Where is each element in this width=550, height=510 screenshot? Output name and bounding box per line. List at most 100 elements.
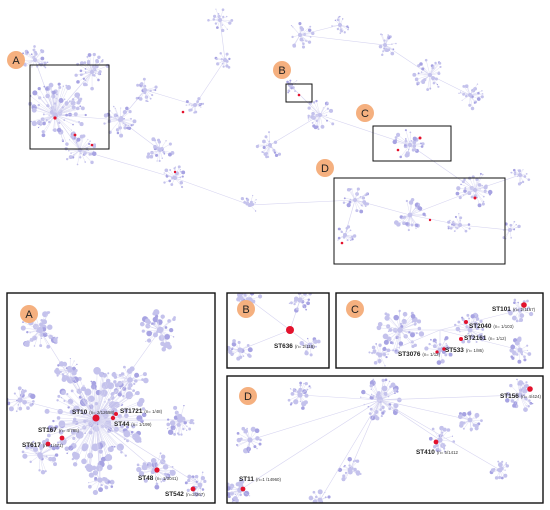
node bbox=[315, 345, 317, 348]
panel-badge-circle bbox=[20, 305, 38, 323]
node bbox=[433, 339, 436, 342]
node bbox=[307, 106, 311, 110]
node bbox=[101, 59, 104, 61]
node bbox=[102, 477, 107, 482]
node bbox=[402, 319, 405, 322]
st-label: ST11 bbox=[239, 476, 254, 483]
node bbox=[58, 98, 64, 104]
node bbox=[479, 172, 482, 175]
node bbox=[298, 22, 302, 26]
node bbox=[418, 331, 425, 337]
overview-cluster bbox=[510, 168, 531, 186]
node bbox=[194, 478, 196, 480]
node bbox=[55, 445, 60, 450]
node bbox=[136, 422, 138, 424]
highlighted-st-node bbox=[521, 302, 527, 308]
node bbox=[437, 71, 441, 76]
overview-cluster bbox=[378, 33, 397, 57]
node bbox=[525, 381, 528, 384]
node bbox=[155, 153, 159, 157]
node bbox=[104, 485, 108, 489]
node bbox=[399, 322, 403, 326]
node bbox=[160, 481, 163, 483]
node bbox=[219, 52, 222, 55]
node bbox=[301, 406, 305, 410]
node bbox=[248, 290, 250, 292]
node bbox=[514, 340, 520, 346]
node bbox=[37, 86, 41, 91]
hub-node bbox=[497, 467, 503, 473]
node bbox=[381, 405, 385, 410]
node bbox=[387, 395, 390, 398]
node bbox=[92, 150, 94, 152]
region-frame-a bbox=[29, 64, 110, 150]
node bbox=[273, 151, 277, 154]
node bbox=[386, 313, 390, 317]
node bbox=[363, 391, 366, 394]
node bbox=[523, 175, 527, 178]
node bbox=[160, 341, 165, 347]
panel-badge-letter: A bbox=[12, 55, 20, 67]
node bbox=[337, 236, 341, 240]
node bbox=[221, 24, 224, 26]
hub-node bbox=[33, 58, 37, 62]
node bbox=[57, 82, 61, 86]
node bbox=[387, 353, 389, 355]
node bbox=[18, 406, 23, 411]
node bbox=[28, 443, 34, 449]
tree-edge bbox=[239, 399, 381, 491]
tree-edge bbox=[379, 399, 501, 471]
node bbox=[161, 477, 166, 482]
tree-edge bbox=[69, 369, 97, 421]
st-count: (n= 1/471) bbox=[43, 443, 64, 448]
node bbox=[342, 474, 346, 478]
node bbox=[336, 27, 340, 31]
hub-node bbox=[143, 88, 147, 92]
node bbox=[130, 117, 132, 120]
highlighted-st-node bbox=[73, 133, 77, 137]
node bbox=[468, 103, 472, 107]
node bbox=[228, 349, 233, 355]
node bbox=[100, 408, 108, 416]
st-count: (n=1 /14960) bbox=[256, 477, 282, 482]
node bbox=[389, 341, 393, 345]
node bbox=[312, 490, 316, 494]
node bbox=[163, 172, 165, 174]
node bbox=[414, 77, 419, 82]
node bbox=[194, 474, 199, 479]
node bbox=[417, 326, 422, 331]
panel-badge-letter: D bbox=[321, 163, 329, 175]
node bbox=[505, 464, 510, 468]
node bbox=[446, 428, 451, 432]
hub-node bbox=[338, 23, 342, 27]
node bbox=[201, 471, 204, 474]
node bbox=[185, 104, 187, 106]
node bbox=[257, 294, 263, 299]
node bbox=[482, 195, 485, 198]
node bbox=[120, 107, 122, 109]
hub-node bbox=[67, 367, 73, 373]
node bbox=[398, 341, 404, 346]
st-count: (n= 1/103) bbox=[493, 324, 514, 329]
node bbox=[432, 81, 436, 85]
node bbox=[83, 61, 87, 64]
node bbox=[384, 365, 386, 367]
node bbox=[447, 225, 450, 228]
node bbox=[340, 29, 344, 33]
node bbox=[360, 396, 362, 398]
node bbox=[412, 72, 417, 77]
node bbox=[43, 96, 45, 99]
node bbox=[165, 174, 167, 176]
node bbox=[113, 380, 117, 384]
node bbox=[243, 490, 250, 497]
panel-d-cluster bbox=[308, 489, 331, 503]
node bbox=[166, 422, 171, 427]
node bbox=[346, 203, 351, 208]
node bbox=[226, 28, 228, 30]
node bbox=[152, 312, 156, 316]
tree-edge bbox=[459, 224, 511, 231]
node bbox=[215, 58, 218, 61]
node bbox=[464, 84, 469, 88]
node bbox=[257, 144, 259, 146]
node bbox=[289, 79, 292, 82]
